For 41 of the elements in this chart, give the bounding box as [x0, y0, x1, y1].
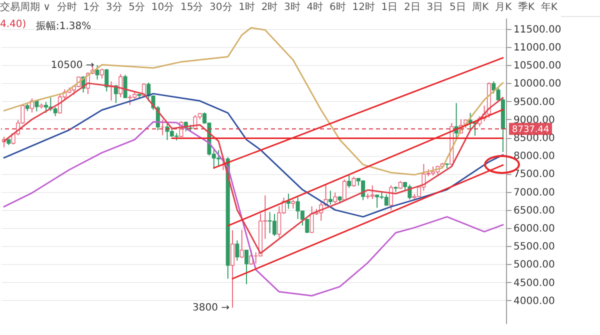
- chart-subtitle: 振幅:1.38%: [36, 20, 92, 33]
- candlestick: [104, 68, 109, 92]
- candlestick: [496, 86, 500, 102]
- line-series: [3, 121, 504, 297]
- y-tick-label: 11500.00: [514, 24, 562, 36]
- candlestick: [240, 229, 244, 259]
- candlestick: [352, 176, 356, 188]
- candlestick: [333, 192, 338, 204]
- candlestick: [445, 162, 450, 169]
- candlestick: [95, 64, 100, 80]
- candlestick: [118, 74, 123, 98]
- y-tick-label: 6000.00: [514, 224, 555, 235]
- y-tick-label: 8000.00: [514, 151, 555, 162]
- y-tick-label: 7500.00: [514, 169, 555, 180]
- annotation: 10500 →: [50, 60, 94, 72]
- candlestick: [244, 250, 249, 285]
- y-tick-label: 8500.00: [514, 133, 555, 144]
- y-tick-label: 10000.00: [514, 78, 562, 90]
- annotation: 4.40): [0, 19, 26, 30]
- y-tick-label: 11000.00: [514, 42, 562, 54]
- candlestick: [272, 213, 276, 236]
- y-tick-label: 4000.00: [514, 296, 555, 307]
- candlestick: [342, 179, 346, 202]
- candlestick: [100, 68, 104, 79]
- annotation: 3800 →: [192, 302, 230, 314]
- y-tick-label: 7000.00: [514, 187, 555, 198]
- y-tick-label: 4500.00: [514, 278, 555, 289]
- candlestick: [375, 194, 380, 208]
- y-tick-label: 5500.00: [514, 242, 555, 253]
- candlestick: [230, 230, 235, 308]
- candlestick: [286, 193, 290, 210]
- y-tick-label: 6500.00: [514, 205, 555, 216]
- y-tick-label: 10500.00: [514, 60, 562, 72]
- candlestick: [235, 240, 240, 262]
- candlestick: [305, 218, 310, 234]
- candlestick: [347, 174, 352, 188]
- ref-line-label: 8737.44: [512, 124, 550, 135]
- y-tick-label: 9500.00: [514, 96, 555, 108]
- text: 交易周期 ∨ 分时 1分 3分 5分 10分 15分 30分 1时 2时 3时 4时 6时 12时 1日 2日 3日 5日 周K 月K 季K 年K: [0, 0, 600, 17]
- y-tick-label: 5000.00: [514, 260, 555, 271]
- candlestick: [328, 190, 332, 205]
